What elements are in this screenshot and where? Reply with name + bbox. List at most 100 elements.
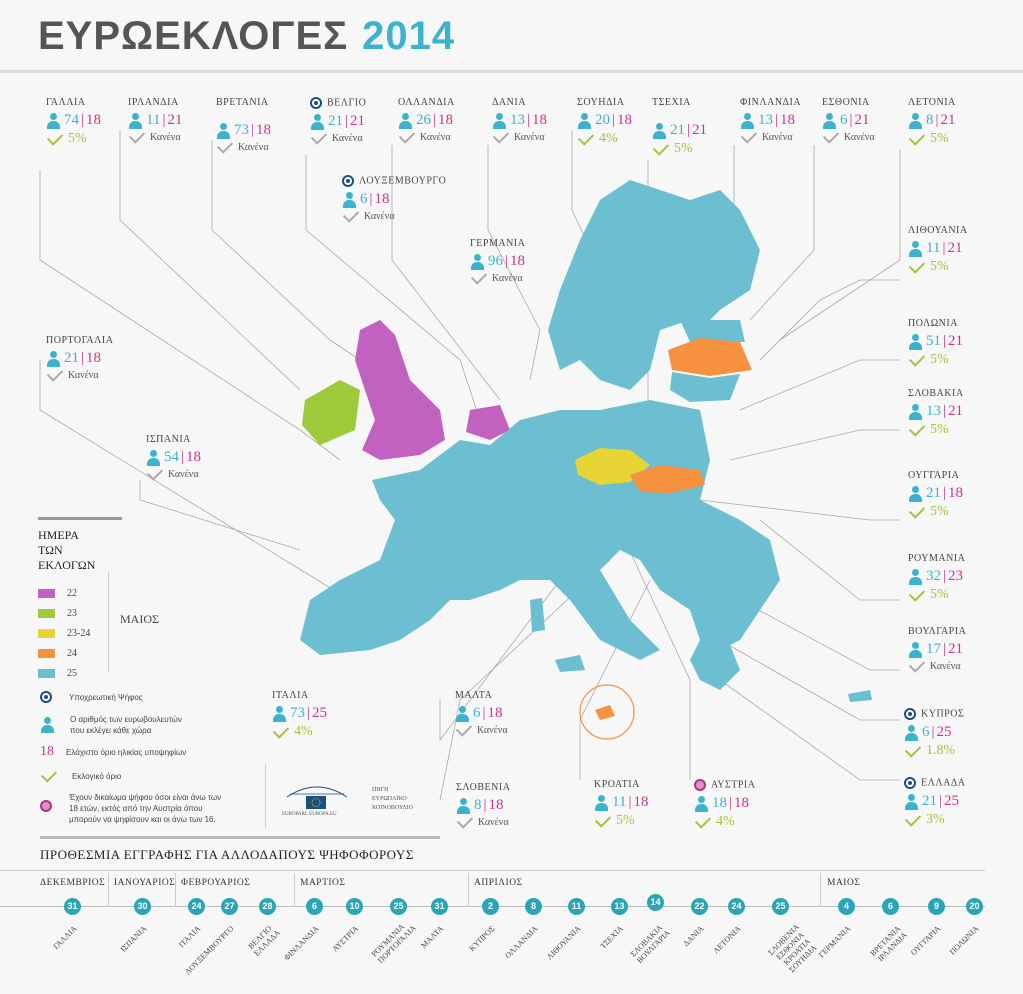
deadline-label: ΛΕΤΟΝΙΑ	[710, 924, 743, 956]
threshold-value: 4%	[599, 131, 618, 146]
check-icon	[128, 127, 146, 144]
separator: |	[505, 253, 509, 269]
seats-value: 21	[328, 113, 343, 129]
mep-person-icon	[694, 795, 708, 812]
seats-value: 6	[840, 112, 848, 128]
threshold-value: Κανένα	[238, 141, 269, 153]
title-divider	[0, 70, 1023, 73]
check-icon	[904, 810, 922, 827]
separator: |	[181, 449, 185, 465]
age-value: 18	[532, 112, 548, 128]
deadline-label: ΟΥΓΓΑΡΙΑ	[909, 924, 943, 958]
mep-person-icon	[908, 485, 922, 502]
threshold-value: Κανένα	[492, 272, 523, 284]
country-slovakia: ΣΛΟΒΑΚΙΑ 13 | 21 5%	[908, 388, 964, 438]
legend-label: 23-24	[67, 627, 91, 639]
key-age: Ελάχιστο όριο ηλικίας υποψηφίων	[66, 747, 187, 757]
deadline-dot: 27	[221, 898, 238, 915]
separator: |	[687, 122, 691, 138]
age-value: 25	[312, 705, 328, 721]
country-letonia: ΛΕΤΟΝΙΑ 8 | 21 5%	[908, 97, 956, 147]
election-day-legend: ΗΜΕΡΑ ΤΩΝ ΕΚΛΟΓΩΝ 22 23 23-24 24 25	[38, 517, 122, 683]
legend-item: 23-24	[38, 623, 122, 643]
key-compulsory: Υποχρεωτική Ψήφος	[69, 692, 143, 702]
legend-title-1: ΗΜΕΡΑ	[38, 528, 79, 542]
europarl-logo: EUROPARL.EUROPA.EU	[282, 772, 352, 820]
mep-person-icon	[40, 717, 54, 733]
seats-value: 96	[488, 253, 503, 269]
mep-person-icon	[577, 112, 591, 129]
deadline-title: ΠΡΟΘΕΣΜΙΑ ΕΓΓΡΑΦΗΣ ΓΙΑ ΑΛΛΟΔΑΠΟΥΣ ΨΗΦΟΦΟ…	[40, 847, 414, 862]
deadline-dot: 30	[134, 898, 151, 915]
key-threshold: Εκλογικό όριο	[72, 771, 122, 781]
country-name: ΒΡΕΤΑΝΙΑ	[216, 97, 269, 108]
mep-person-icon	[740, 112, 754, 129]
mep-person-icon	[128, 112, 142, 129]
mep-person-icon	[216, 122, 230, 139]
swatch	[38, 648, 55, 658]
threshold-value: 5%	[930, 259, 949, 274]
deadline-dot: 14	[647, 894, 664, 911]
mep-person-icon	[908, 240, 922, 257]
malta-zoom-circle	[579, 684, 635, 740]
legend-title-2: ΤΩΝ ΕΚΛΟΓΩΝ	[38, 543, 96, 572]
legend-items: 22 23 23-24 24 25	[38, 583, 122, 683]
seats-value: 18	[712, 795, 727, 811]
threshold-value: Κανένα	[150, 131, 181, 143]
check-icon	[398, 127, 416, 144]
month-divider	[294, 873, 295, 907]
deadline-dot: 22	[691, 898, 708, 915]
country-ollandia: ΟΛΛΑΝΔΙΑ 26 | 18 Κανένα	[398, 97, 455, 144]
separator: |	[943, 568, 947, 584]
check-icon	[272, 722, 290, 739]
mep-person-icon	[594, 794, 608, 811]
mep-person-icon	[908, 568, 922, 585]
deadline-label: ΛΙΘΟΥΑΝΙΑ	[544, 924, 583, 962]
threshold-value: Κανένα	[477, 724, 508, 736]
deadline-dot: 6	[882, 898, 899, 915]
month-aprilios: ΑΠΡΙΛΙΟΣ	[474, 878, 523, 888]
age-value: 18	[438, 112, 454, 128]
country-name: ΣΛΟΒΕΝΙΑ	[456, 782, 511, 793]
deadline-label: ΣΛΟΒΕΝΙΑ ΕΣΘΟΝΙΑ ΚΡΟΑΤΙΑ ΣΟΥΗΔΙΑ	[766, 922, 819, 975]
threshold-value: Κανένα	[514, 131, 545, 143]
key-vote16-1: Έχουν δικαίωμα ψήφου όσοι είναι άνω των	[69, 793, 222, 802]
deadline-label: ΙΤΑΛΙΑ	[176, 924, 203, 950]
check-icon	[908, 656, 926, 673]
separator: |	[527, 112, 531, 128]
deadline-dot: 13	[611, 898, 628, 915]
check-icon	[216, 137, 234, 154]
latvia	[668, 338, 752, 376]
separator: |	[482, 705, 486, 721]
separator: |	[942, 240, 946, 256]
separator: |	[162, 112, 166, 128]
month-divider	[108, 873, 109, 907]
country-portogalia: ΠΟΡΤΟΓΑΛΙΑ 21 | 18 Κανένα	[46, 335, 113, 382]
deadline-label: ΠΟΛΩΝΙΑ	[947, 924, 981, 957]
threshold-value: Κανένα	[364, 210, 395, 222]
threshold-value: 5%	[616, 813, 635, 828]
deadline-label: ΚΥΠΡΟΣ	[467, 924, 497, 954]
compulsory-vote-icon	[904, 708, 916, 720]
mep-person-icon	[904, 793, 918, 810]
swatch	[38, 588, 55, 598]
key-age-num: 18	[40, 744, 54, 759]
country-name: ΒΟΥΛΓΑΡΙΑ	[908, 626, 967, 637]
deadline-dot: 20	[966, 898, 983, 915]
compulsory-vote-icon	[310, 97, 322, 109]
check-icon	[908, 585, 926, 602]
check-icon	[908, 129, 926, 146]
age-value: 18	[374, 191, 390, 207]
threshold-value: Κανένα	[930, 660, 961, 672]
lithuania	[670, 372, 740, 402]
mep-person-icon	[272, 705, 286, 722]
deadline-dot: 11	[568, 898, 585, 915]
country-polonia: ΠΟΛΩΝΙΑ 51 | 21 5%	[908, 318, 963, 368]
age-value: 18	[734, 795, 750, 811]
deadline-dot: 2	[482, 898, 499, 915]
threshold-value: 4%	[294, 724, 313, 739]
age-value: 21	[948, 403, 964, 419]
age-value: 18	[86, 350, 102, 366]
age-value: 18	[86, 112, 102, 128]
check-icon	[908, 420, 926, 437]
